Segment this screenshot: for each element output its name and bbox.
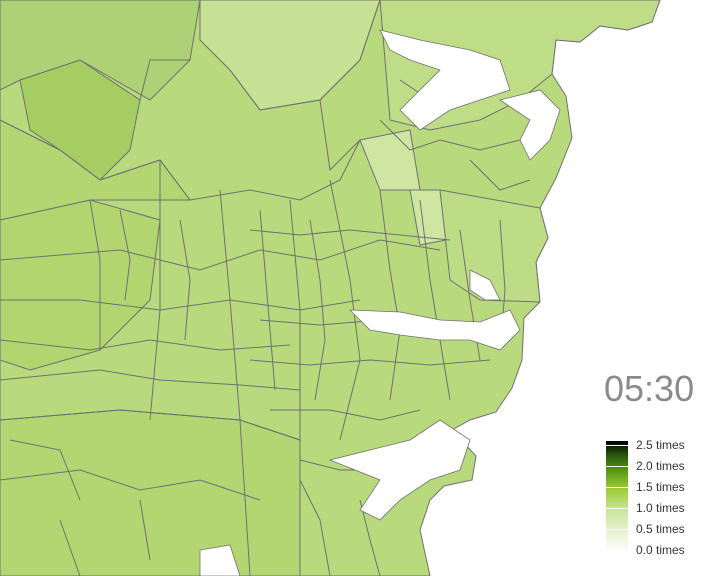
middle-harbour (499, 89, 561, 161)
choropleth-regions (0, 0, 661, 576)
region-southwest (0, 409, 301, 576)
legend-label-0-0: 0.0 times (636, 543, 685, 557)
south-lower (199, 544, 241, 576)
region-north-dark (19, 59, 141, 181)
legend-tick (606, 466, 628, 467)
northern-harbour (379, 29, 511, 131)
legend-label-2-5: 2.5 times (636, 438, 685, 452)
legend-label-0-5: 0.5 times (636, 522, 685, 536)
legend-colorbar (606, 441, 628, 553)
legend-tick (606, 550, 628, 551)
region-northwest (0, 0, 201, 101)
legend: 2.5 times 2.0 times 1.5 times 1.0 times … (604, 438, 714, 558)
region-west-mid (0, 199, 161, 371)
legend-tick (606, 508, 628, 509)
legend-label-1-0: 1.0 times (636, 501, 685, 515)
main-harbour (348, 309, 521, 351)
region-east-coast (439, 189, 549, 303)
legend-tick (606, 529, 628, 530)
time-label: 05:30 (604, 368, 695, 409)
legend-label-1-5: 1.5 times (636, 480, 685, 494)
southern-bay (328, 419, 471, 521)
legend-tick (606, 445, 628, 446)
creek-east (469, 269, 501, 301)
waterways (199, 29, 561, 576)
legend-tick (606, 487, 628, 488)
legend-label-2-0: 2.0 times (636, 459, 685, 473)
